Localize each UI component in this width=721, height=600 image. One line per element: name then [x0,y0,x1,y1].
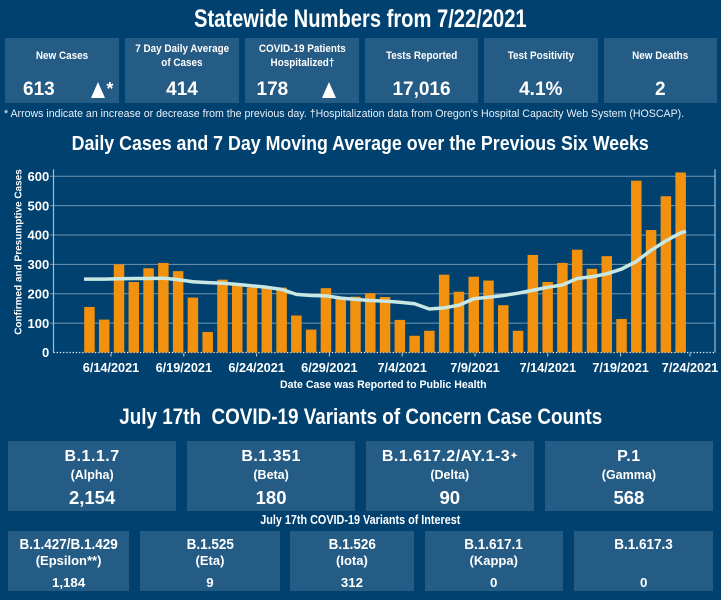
svg-text:6/29/2021: 6/29/2021 [301,361,357,375]
svg-text:Confirmed and Presumptive Case: Confirmed and Presumptive Cases [14,169,25,335]
svg-text:100: 100 [27,316,49,331]
svg-text:7/19/2021: 7/19/2021 [592,361,648,375]
svg-text:400: 400 [27,228,49,243]
svg-text:7/14/2021: 7/14/2021 [520,361,576,375]
svg-text:6/14/2021: 6/14/2021 [83,361,139,375]
svg-text:7/9/2021: 7/9/2021 [450,361,499,375]
svg-text:6/19/2021: 6/19/2021 [156,361,212,375]
svg-text:7/24/2021: 7/24/2021 [662,361,718,375]
svg-text:600: 600 [27,169,49,184]
svg-text:7/4/2021: 7/4/2021 [378,361,427,375]
svg-text:500: 500 [27,198,49,213]
svg-text:300: 300 [27,257,49,272]
svg-text:200: 200 [27,286,49,301]
svg-text:6/24/2021: 6/24/2021 [228,361,284,375]
svg-text:0: 0 [42,345,49,360]
